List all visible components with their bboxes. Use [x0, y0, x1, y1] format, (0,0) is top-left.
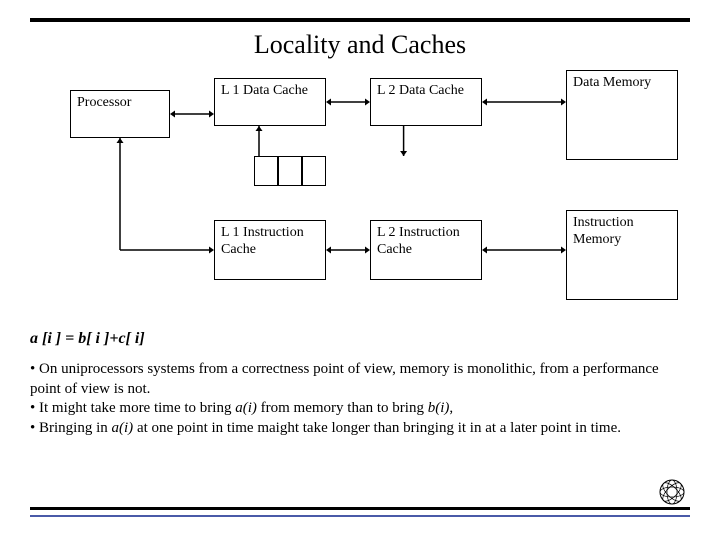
- formula-text: a [i ] = b[ i ]+c[ i]: [30, 330, 145, 348]
- instruction-memory-box: Instruction Memory: [566, 210, 678, 300]
- bottom-rule-accent: [30, 515, 690, 517]
- l1-data-cache-box: L 1 Data Cache: [214, 78, 326, 126]
- top-rule: [30, 18, 690, 22]
- body-text: • On uniprocessors systems from a correc…: [30, 360, 690, 438]
- l1-instruction-cache-box: L 1 Instruction Cache: [214, 220, 326, 280]
- bullet-2: • It might take more time to bring a(i) …: [30, 399, 690, 419]
- bullet-1: • On uniprocessors systems from a correc…: [30, 360, 690, 399]
- l2-data-cache-box: L 2 Data Cache: [370, 78, 482, 126]
- mid-cell: [278, 156, 302, 186]
- bullet-3: • Bringing in a(i) at one point in time …: [30, 419, 690, 439]
- bottom-rule-thick: [30, 507, 690, 510]
- corner-globe-icon: [658, 478, 686, 506]
- data-memory-box: Data Memory: [566, 70, 678, 160]
- l2-instruction-cache-box: L 2 Instruction Cache: [370, 220, 482, 280]
- mid-cell: [254, 156, 278, 186]
- mid-cell: [302, 156, 326, 186]
- processor-box: Processor: [70, 90, 170, 138]
- cache-diagram: Processor L 1 Data Cache L 2 Data Cache Dat…: [30, 70, 690, 320]
- page-title: Locality and Caches: [0, 30, 720, 60]
